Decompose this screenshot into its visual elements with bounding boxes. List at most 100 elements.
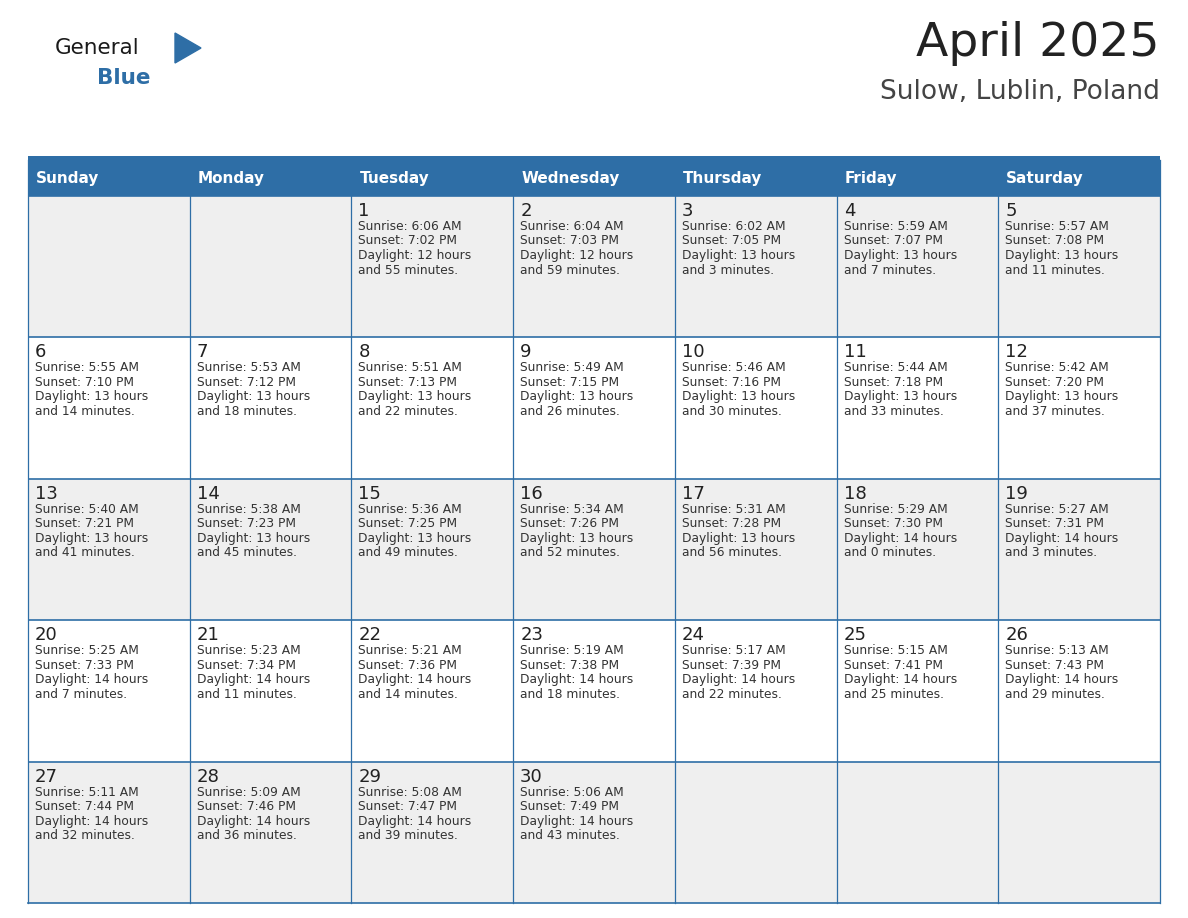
- Bar: [29, 762, 1159, 903]
- Text: Daylight: 13 hours: Daylight: 13 hours: [682, 390, 795, 403]
- Text: 3: 3: [682, 202, 694, 220]
- Text: 6: 6: [34, 343, 46, 362]
- Text: 4: 4: [843, 202, 855, 220]
- Text: 7: 7: [197, 343, 208, 362]
- Text: 16: 16: [520, 485, 543, 503]
- Text: Sunrise: 5:15 AM: Sunrise: 5:15 AM: [843, 644, 948, 657]
- Polygon shape: [175, 33, 201, 63]
- Text: 29: 29: [359, 767, 381, 786]
- Text: Sunset: 7:34 PM: Sunset: 7:34 PM: [197, 659, 296, 672]
- Text: Daylight: 13 hours: Daylight: 13 hours: [1005, 249, 1119, 262]
- Text: and 14 minutes.: and 14 minutes.: [359, 688, 459, 700]
- Text: Daylight: 14 hours: Daylight: 14 hours: [1005, 673, 1119, 686]
- Text: and 3 minutes.: and 3 minutes.: [682, 263, 775, 276]
- Text: Daylight: 14 hours: Daylight: 14 hours: [843, 673, 956, 686]
- Text: Sunrise: 5:08 AM: Sunrise: 5:08 AM: [359, 786, 462, 799]
- Text: Daylight: 14 hours: Daylight: 14 hours: [843, 532, 956, 544]
- Text: Sunset: 7:49 PM: Sunset: 7:49 PM: [520, 800, 619, 813]
- Text: Sunrise: 6:02 AM: Sunrise: 6:02 AM: [682, 220, 785, 233]
- Text: Sunset: 7:08 PM: Sunset: 7:08 PM: [1005, 234, 1105, 248]
- Text: Sunrise: 5:57 AM: Sunrise: 5:57 AM: [1005, 220, 1110, 233]
- Text: and 33 minutes.: and 33 minutes.: [843, 405, 943, 418]
- Bar: [29, 196, 1159, 338]
- Text: and 43 minutes.: and 43 minutes.: [520, 829, 620, 842]
- Text: Sunset: 7:33 PM: Sunset: 7:33 PM: [34, 659, 134, 672]
- Text: and 22 minutes.: and 22 minutes.: [359, 405, 459, 418]
- Text: April 2025: April 2025: [916, 20, 1159, 65]
- Text: Sunrise: 6:04 AM: Sunrise: 6:04 AM: [520, 220, 624, 233]
- Text: Sunrise: 5:51 AM: Sunrise: 5:51 AM: [359, 362, 462, 375]
- Text: and 41 minutes.: and 41 minutes.: [34, 546, 135, 559]
- Text: Saturday: Saturday: [1006, 171, 1083, 185]
- Text: and 25 minutes.: and 25 minutes.: [843, 688, 943, 700]
- Text: Sunset: 7:26 PM: Sunset: 7:26 PM: [520, 518, 619, 531]
- Text: Daylight: 14 hours: Daylight: 14 hours: [1005, 532, 1119, 544]
- Text: Sunrise: 5:49 AM: Sunrise: 5:49 AM: [520, 362, 624, 375]
- Text: Sunrise: 5:09 AM: Sunrise: 5:09 AM: [197, 786, 301, 799]
- Text: Sunrise: 5:21 AM: Sunrise: 5:21 AM: [359, 644, 462, 657]
- Text: Sunset: 7:02 PM: Sunset: 7:02 PM: [359, 234, 457, 248]
- Text: Sunset: 7:25 PM: Sunset: 7:25 PM: [359, 518, 457, 531]
- Text: and 56 minutes.: and 56 minutes.: [682, 546, 782, 559]
- Text: and 11 minutes.: and 11 minutes.: [197, 688, 297, 700]
- Text: Daylight: 14 hours: Daylight: 14 hours: [359, 673, 472, 686]
- Text: 1: 1: [359, 202, 369, 220]
- Text: and 18 minutes.: and 18 minutes.: [197, 405, 297, 418]
- Text: Daylight: 13 hours: Daylight: 13 hours: [34, 390, 148, 403]
- Text: Wednesday: Wednesday: [522, 171, 619, 185]
- Text: Daylight: 13 hours: Daylight: 13 hours: [682, 249, 795, 262]
- Text: Sunrise: 5:40 AM: Sunrise: 5:40 AM: [34, 503, 139, 516]
- Text: 10: 10: [682, 343, 704, 362]
- Text: and 32 minutes.: and 32 minutes.: [34, 829, 135, 842]
- Text: and 52 minutes.: and 52 minutes.: [520, 546, 620, 559]
- Text: and 22 minutes.: and 22 minutes.: [682, 688, 782, 700]
- Text: Daylight: 13 hours: Daylight: 13 hours: [843, 249, 956, 262]
- Bar: [29, 479, 1159, 621]
- Text: 23: 23: [520, 626, 543, 644]
- Text: Sunrise: 5:13 AM: Sunrise: 5:13 AM: [1005, 644, 1110, 657]
- Text: and 14 minutes.: and 14 minutes.: [34, 405, 135, 418]
- Text: Sunrise: 5:25 AM: Sunrise: 5:25 AM: [34, 644, 139, 657]
- Text: Sunset: 7:03 PM: Sunset: 7:03 PM: [520, 234, 619, 248]
- Text: and 39 minutes.: and 39 minutes.: [359, 829, 459, 842]
- Text: and 55 minutes.: and 55 minutes.: [359, 263, 459, 276]
- Text: and 59 minutes.: and 59 minutes.: [520, 263, 620, 276]
- Text: Sunset: 7:47 PM: Sunset: 7:47 PM: [359, 800, 457, 813]
- Text: Sunrise: 5:29 AM: Sunrise: 5:29 AM: [843, 503, 947, 516]
- Text: Daylight: 14 hours: Daylight: 14 hours: [520, 814, 633, 828]
- Text: Sunset: 7:15 PM: Sunset: 7:15 PM: [520, 375, 619, 389]
- Text: and 26 minutes.: and 26 minutes.: [520, 405, 620, 418]
- Text: 26: 26: [1005, 626, 1028, 644]
- Text: Sunrise: 5:42 AM: Sunrise: 5:42 AM: [1005, 362, 1110, 375]
- Text: Tuesday: Tuesday: [360, 171, 429, 185]
- Text: Sunset: 7:43 PM: Sunset: 7:43 PM: [1005, 659, 1105, 672]
- Text: Sunrise: 5:34 AM: Sunrise: 5:34 AM: [520, 503, 624, 516]
- Text: Sunrise: 5:38 AM: Sunrise: 5:38 AM: [197, 503, 301, 516]
- Text: Daylight: 14 hours: Daylight: 14 hours: [197, 814, 310, 828]
- Text: 20: 20: [34, 626, 58, 644]
- Text: and 49 minutes.: and 49 minutes.: [359, 546, 459, 559]
- Text: Daylight: 13 hours: Daylight: 13 hours: [682, 532, 795, 544]
- Text: 12: 12: [1005, 343, 1028, 362]
- Text: Sunset: 7:39 PM: Sunset: 7:39 PM: [682, 659, 781, 672]
- Text: Sunset: 7:12 PM: Sunset: 7:12 PM: [197, 375, 296, 389]
- Text: Sunset: 7:20 PM: Sunset: 7:20 PM: [1005, 375, 1105, 389]
- Text: Sunrise: 5:19 AM: Sunrise: 5:19 AM: [520, 644, 624, 657]
- Text: Daylight: 13 hours: Daylight: 13 hours: [197, 532, 310, 544]
- Text: Sunset: 7:07 PM: Sunset: 7:07 PM: [843, 234, 942, 248]
- Text: Daylight: 12 hours: Daylight: 12 hours: [359, 249, 472, 262]
- Text: 13: 13: [34, 485, 58, 503]
- Text: 28: 28: [197, 767, 220, 786]
- Text: Daylight: 13 hours: Daylight: 13 hours: [520, 532, 633, 544]
- Text: Sunset: 7:28 PM: Sunset: 7:28 PM: [682, 518, 781, 531]
- Text: and 45 minutes.: and 45 minutes.: [197, 546, 297, 559]
- Text: 5: 5: [1005, 202, 1017, 220]
- Text: and 36 minutes.: and 36 minutes.: [197, 829, 297, 842]
- Text: and 7 minutes.: and 7 minutes.: [843, 263, 936, 276]
- Text: Sunset: 7:18 PM: Sunset: 7:18 PM: [843, 375, 943, 389]
- Text: Daylight: 14 hours: Daylight: 14 hours: [520, 673, 633, 686]
- Text: and 37 minutes.: and 37 minutes.: [1005, 405, 1105, 418]
- Text: and 30 minutes.: and 30 minutes.: [682, 405, 782, 418]
- Text: Sunset: 7:21 PM: Sunset: 7:21 PM: [34, 518, 134, 531]
- Text: Daylight: 13 hours: Daylight: 13 hours: [359, 390, 472, 403]
